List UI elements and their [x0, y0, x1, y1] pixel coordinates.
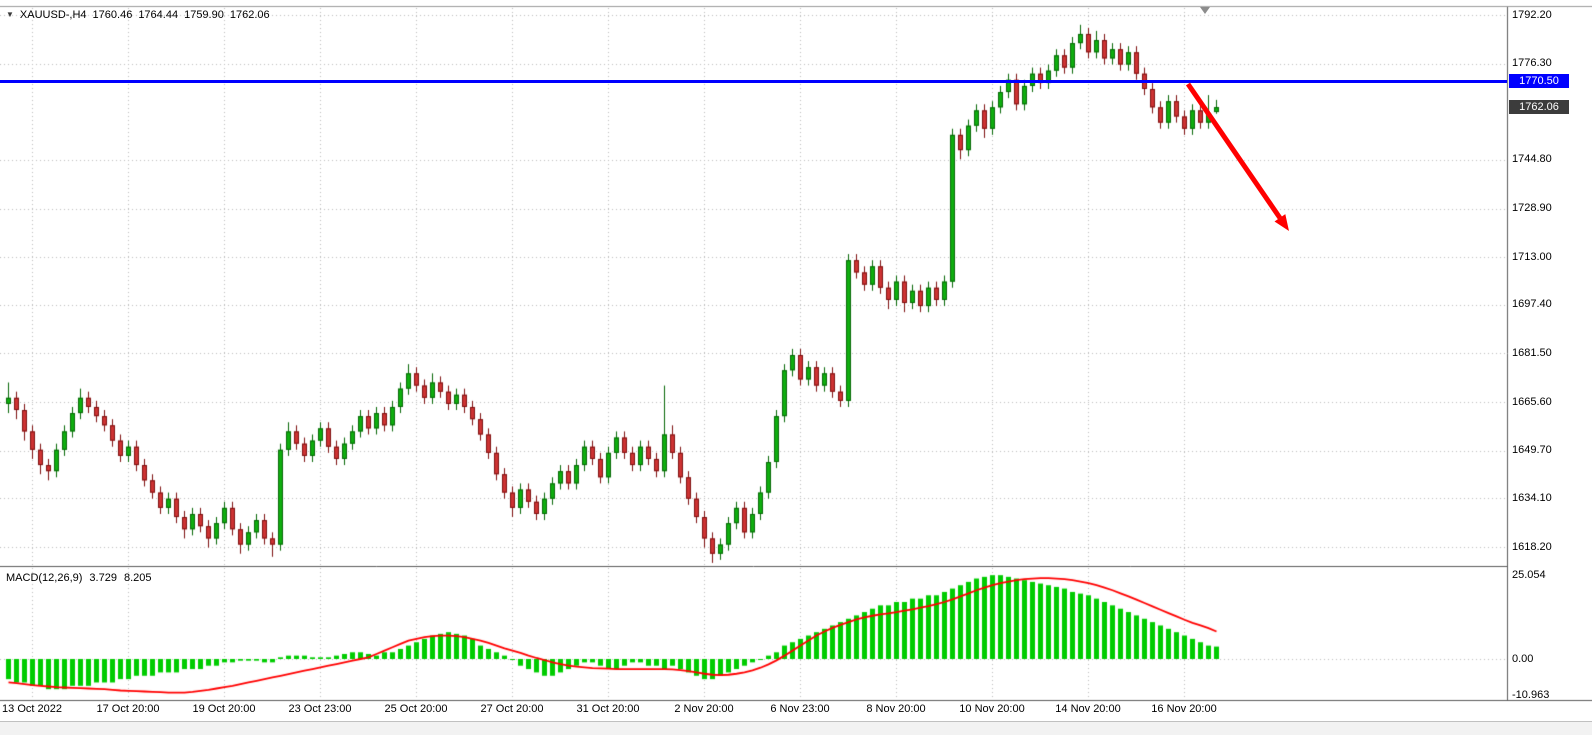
- macd-signal-value: 8.205: [123, 572, 152, 584]
- ohlc-close: 1762.06: [229, 9, 270, 21]
- price-axis-label: 1634.10: [1512, 491, 1552, 504]
- current-price-badge: 1762.06: [1509, 100, 1569, 115]
- price-axis-label: 1792.20: [1512, 8, 1552, 21]
- window-footer: [0, 721, 1592, 735]
- chart-shift-marker-icon[interactable]: [1200, 7, 1210, 14]
- symbol-header: ▼ XAUUSD-,H4 1760.46 1764.44 1759.90 176…: [6, 9, 270, 21]
- price-axis-label: 1697.40: [1512, 298, 1552, 311]
- time-axis-label: 17 Oct 20:00: [96, 703, 160, 715]
- time-axis-label: 13 Oct 2022: [2, 703, 62, 715]
- ohlc-high: 1764.44: [138, 9, 179, 21]
- time-axis-label: 8 Nov 20:00: [866, 703, 926, 715]
- time-axis-label: 16 Nov 20:00: [1151, 703, 1217, 715]
- time-axis-label: 31 Oct 20:00: [576, 703, 640, 715]
- symbol-marker-icon[interactable]: ▼: [6, 10, 14, 19]
- macd-label: MACD(12,26,9): [6, 572, 83, 584]
- macd-indicator-header: MACD(12,26,9) 3.729 8.205: [6, 572, 151, 584]
- time-axis-label: 2 Nov 20:00: [674, 703, 734, 715]
- horizontal-line-object[interactable]: [0, 79, 1507, 83]
- macd-main-value: 3.729: [89, 572, 117, 584]
- symbol-name: XAUUSD-,H4: [19, 9, 87, 21]
- ohlc-open: 1760.46: [92, 9, 133, 21]
- price-axis-label: 1728.90: [1512, 202, 1552, 215]
- time-axis-label: 25 Oct 20:00: [384, 703, 448, 715]
- time-axis-label: 27 Oct 20:00: [480, 703, 544, 715]
- price-axis-label: 1713.00: [1512, 250, 1552, 263]
- time-axis-label: 6 Nov 23:00: [770, 703, 830, 715]
- price-axis-label: 1665.60: [1512, 395, 1552, 408]
- ohlc-low: 1759.90: [184, 9, 224, 21]
- time-axis-label: 10 Nov 20:00: [959, 703, 1025, 715]
- macd-axis-label: -10.963: [1512, 689, 1550, 702]
- macd-axis-label: 25.054: [1512, 568, 1546, 581]
- time-axis-label: 19 Oct 20:00: [192, 703, 256, 715]
- price-axis-label: 1681.50: [1512, 346, 1552, 359]
- price-axis-label: 1649.70: [1512, 444, 1552, 457]
- hline-price-badge: 1770.50: [1509, 74, 1569, 89]
- price-axis-label: 1744.80: [1512, 153, 1552, 166]
- macd-axis-label: 0.00: [1512, 652, 1534, 665]
- time-axis-label: 14 Nov 20:00: [1055, 703, 1121, 715]
- price-axis-label: 1776.30: [1512, 57, 1552, 70]
- price-axis-label: 1618.20: [1512, 540, 1552, 553]
- time-axis-label: 23 Oct 23:00: [288, 703, 352, 715]
